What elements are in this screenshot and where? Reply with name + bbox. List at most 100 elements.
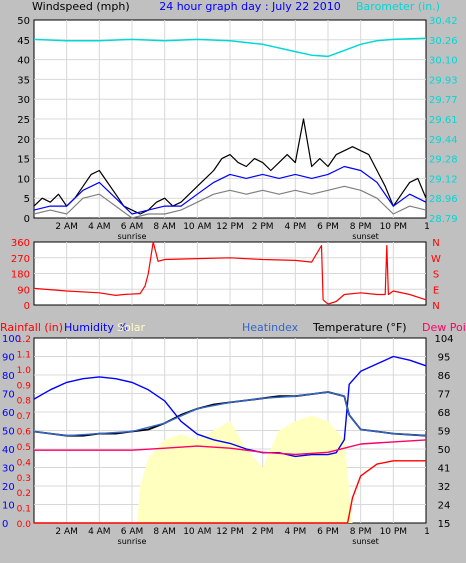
y-tick-label-direction: 180 (11, 270, 30, 281)
y-tick-label-rain: 0.3 (17, 474, 31, 484)
y-tick-label-temperature: 15 (438, 519, 451, 530)
series-average (33, 165, 427, 215)
x-tick-label: 2 AM (55, 527, 78, 537)
y-tick-label-humidity: 10 (2, 501, 15, 512)
y-tick-label-temperature: 68 (438, 408, 451, 419)
y-tick-label-humidity: 100 (2, 334, 21, 345)
y-tick-label-humidity: 90 (2, 353, 15, 364)
y-tick-label-windspeed: 0 (24, 214, 30, 225)
y-tick-label-direction: 90 (17, 285, 30, 296)
x-tick-label: 8 AM (153, 527, 176, 537)
x-tick-label: 8 AM (153, 222, 176, 232)
y-tick-label-temperature: 32 (438, 482, 451, 493)
y-tick-label-humidity: 70 (2, 390, 15, 401)
x-marker-label: sunrise (118, 232, 147, 241)
x-marker-label: sunrise (118, 537, 147, 546)
y-tick-label-compass: N (432, 301, 439, 312)
x-tick-label: 2 AM (55, 222, 78, 232)
x-tick-label: 12 PM (216, 527, 244, 537)
y-tick-label-direction: 270 (11, 254, 30, 265)
series-heatindex (33, 391, 427, 437)
y-tick-label-windspeed: 20 (17, 135, 30, 146)
temp-humidity-panel: 10090807060504030201001.21.11.00.90.80.7… (2, 334, 454, 546)
y-tick-label-barometer: 30.42 (429, 16, 458, 27)
y-tick-label-windspeed: 10 (17, 174, 30, 185)
x-tick-label: 4 AM (88, 222, 111, 232)
y-tick-label-humidity: 60 (2, 408, 15, 419)
x-tick-label: 12 PM (216, 222, 244, 232)
x-marker-label: sunset (352, 232, 379, 241)
windspeed-axis-label: Windspeed (mph) (32, 0, 130, 13)
series-gust (33, 118, 427, 215)
y-tick-label-barometer: 29.61 (429, 115, 458, 126)
wind-barometer-panel: 5045403530252015105030.4230.2630.1029.93… (17, 16, 457, 241)
y-tick-label-compass: E (433, 285, 439, 296)
series-low (33, 185, 427, 219)
rainfall-axis-label: Rainfall (in) (0, 321, 63, 334)
y-tick-label-direction: 0 (24, 301, 30, 312)
x-tick-label: 4 PM (284, 527, 306, 537)
x-tick-label: 2 PM (252, 527, 274, 537)
x-tick-label: 6 PM (317, 527, 339, 537)
x-tick-label: 10 PM (380, 222, 408, 232)
y-tick-label-rain: 0.5 (17, 443, 31, 453)
y-tick-label-rain: 1.1 (17, 350, 31, 360)
solar-axis-label: Solar (117, 321, 146, 334)
y-tick-label-barometer: 30.10 (429, 56, 458, 67)
series-rain (34, 460, 426, 524)
y-tick-label-rain: 0.0 (17, 520, 32, 530)
y-tick-label-barometer: 29.44 (429, 135, 458, 146)
y-tick-label-rain: 0.9 (17, 381, 32, 391)
y-tick-label-windspeed: 35 (17, 75, 30, 86)
series-dewpoint (34, 439, 427, 456)
y-tick-label-temperature: 104 (434, 334, 453, 345)
y-tick-label-windspeed: 15 (17, 155, 30, 166)
y-tick-label-rain: 0.1 (17, 505, 31, 515)
chart-title: 24 hour graph day : July 22 2010 (159, 0, 341, 13)
x-tick-label: 10 AM (183, 527, 211, 537)
x-tick-label: 8 PM (350, 222, 372, 232)
y-tick-label-barometer: 29.93 (429, 75, 458, 86)
y-tick-label-barometer: 29.12 (429, 174, 458, 185)
y-tick-label-temperature: 77 (438, 390, 451, 401)
y-tick-label-windspeed: 40 (17, 56, 30, 67)
y-tick-label-humidity: 50 (2, 427, 15, 438)
y-tick-label-rain: 0.7 (17, 412, 31, 422)
series-barometer (33, 37, 427, 58)
x-end-label: 1 (424, 527, 430, 537)
heatindex-axis-label: Heatindex (242, 321, 299, 334)
y-tick-label-windspeed: 50 (17, 16, 30, 27)
y-tick-label-humidity: 80 (2, 371, 15, 382)
y-tick-label-temperature: 95 (438, 353, 451, 364)
x-tick-label: 6 AM (121, 222, 144, 232)
y-tick-label-compass: N (432, 238, 439, 249)
y-tick-label-barometer: 28.79 (429, 214, 458, 225)
y-tick-label-barometer: 29.77 (429, 95, 458, 106)
series-humidity (33, 355, 427, 458)
y-tick-label-direction: 360 (11, 238, 30, 249)
y-tick-label-rain: 0.2 (17, 489, 31, 499)
y-tick-label-rain: 0.4 (17, 458, 32, 468)
y-tick-label-temperature: 24 (438, 501, 451, 512)
x-tick-label: 8 PM (350, 527, 372, 537)
x-tick-label: 4 AM (88, 527, 111, 537)
y-tick-label-compass: S (433, 270, 439, 281)
x-tick-label: 6 AM (121, 527, 144, 537)
y-tick-label-rain: 1.0 (17, 366, 32, 376)
y-tick-label-barometer: 30.26 (429, 36, 458, 47)
x-end-label: 1 (424, 222, 430, 232)
y-tick-label-compass: W (431, 254, 441, 265)
y-tick-label-barometer: 28.96 (429, 194, 458, 205)
y-tick-label-temperature: 86 (438, 371, 451, 382)
humidity-axis-label: Humidity % (64, 321, 128, 334)
y-tick-label-temperature: 50 (438, 445, 451, 456)
y-tick-label-humidity: 0 (2, 519, 8, 530)
y-tick-label-windspeed: 25 (17, 115, 30, 126)
x-tick-label: 2 PM (252, 222, 274, 232)
temperature-axis-label: Temperature (°F) (312, 321, 407, 334)
y-tick-label-rain: 1.2 (17, 335, 31, 345)
y-tick-label-temperature: 59 (438, 427, 451, 438)
